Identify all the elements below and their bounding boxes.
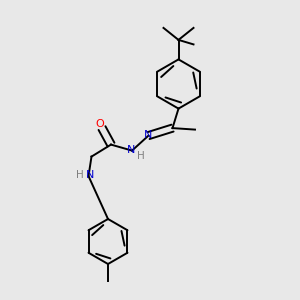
Text: H: H (76, 170, 84, 180)
Text: N: N (143, 130, 152, 140)
Text: N: N (127, 145, 135, 155)
Text: O: O (95, 118, 104, 129)
Text: N: N (86, 170, 94, 180)
Text: H: H (136, 151, 144, 161)
